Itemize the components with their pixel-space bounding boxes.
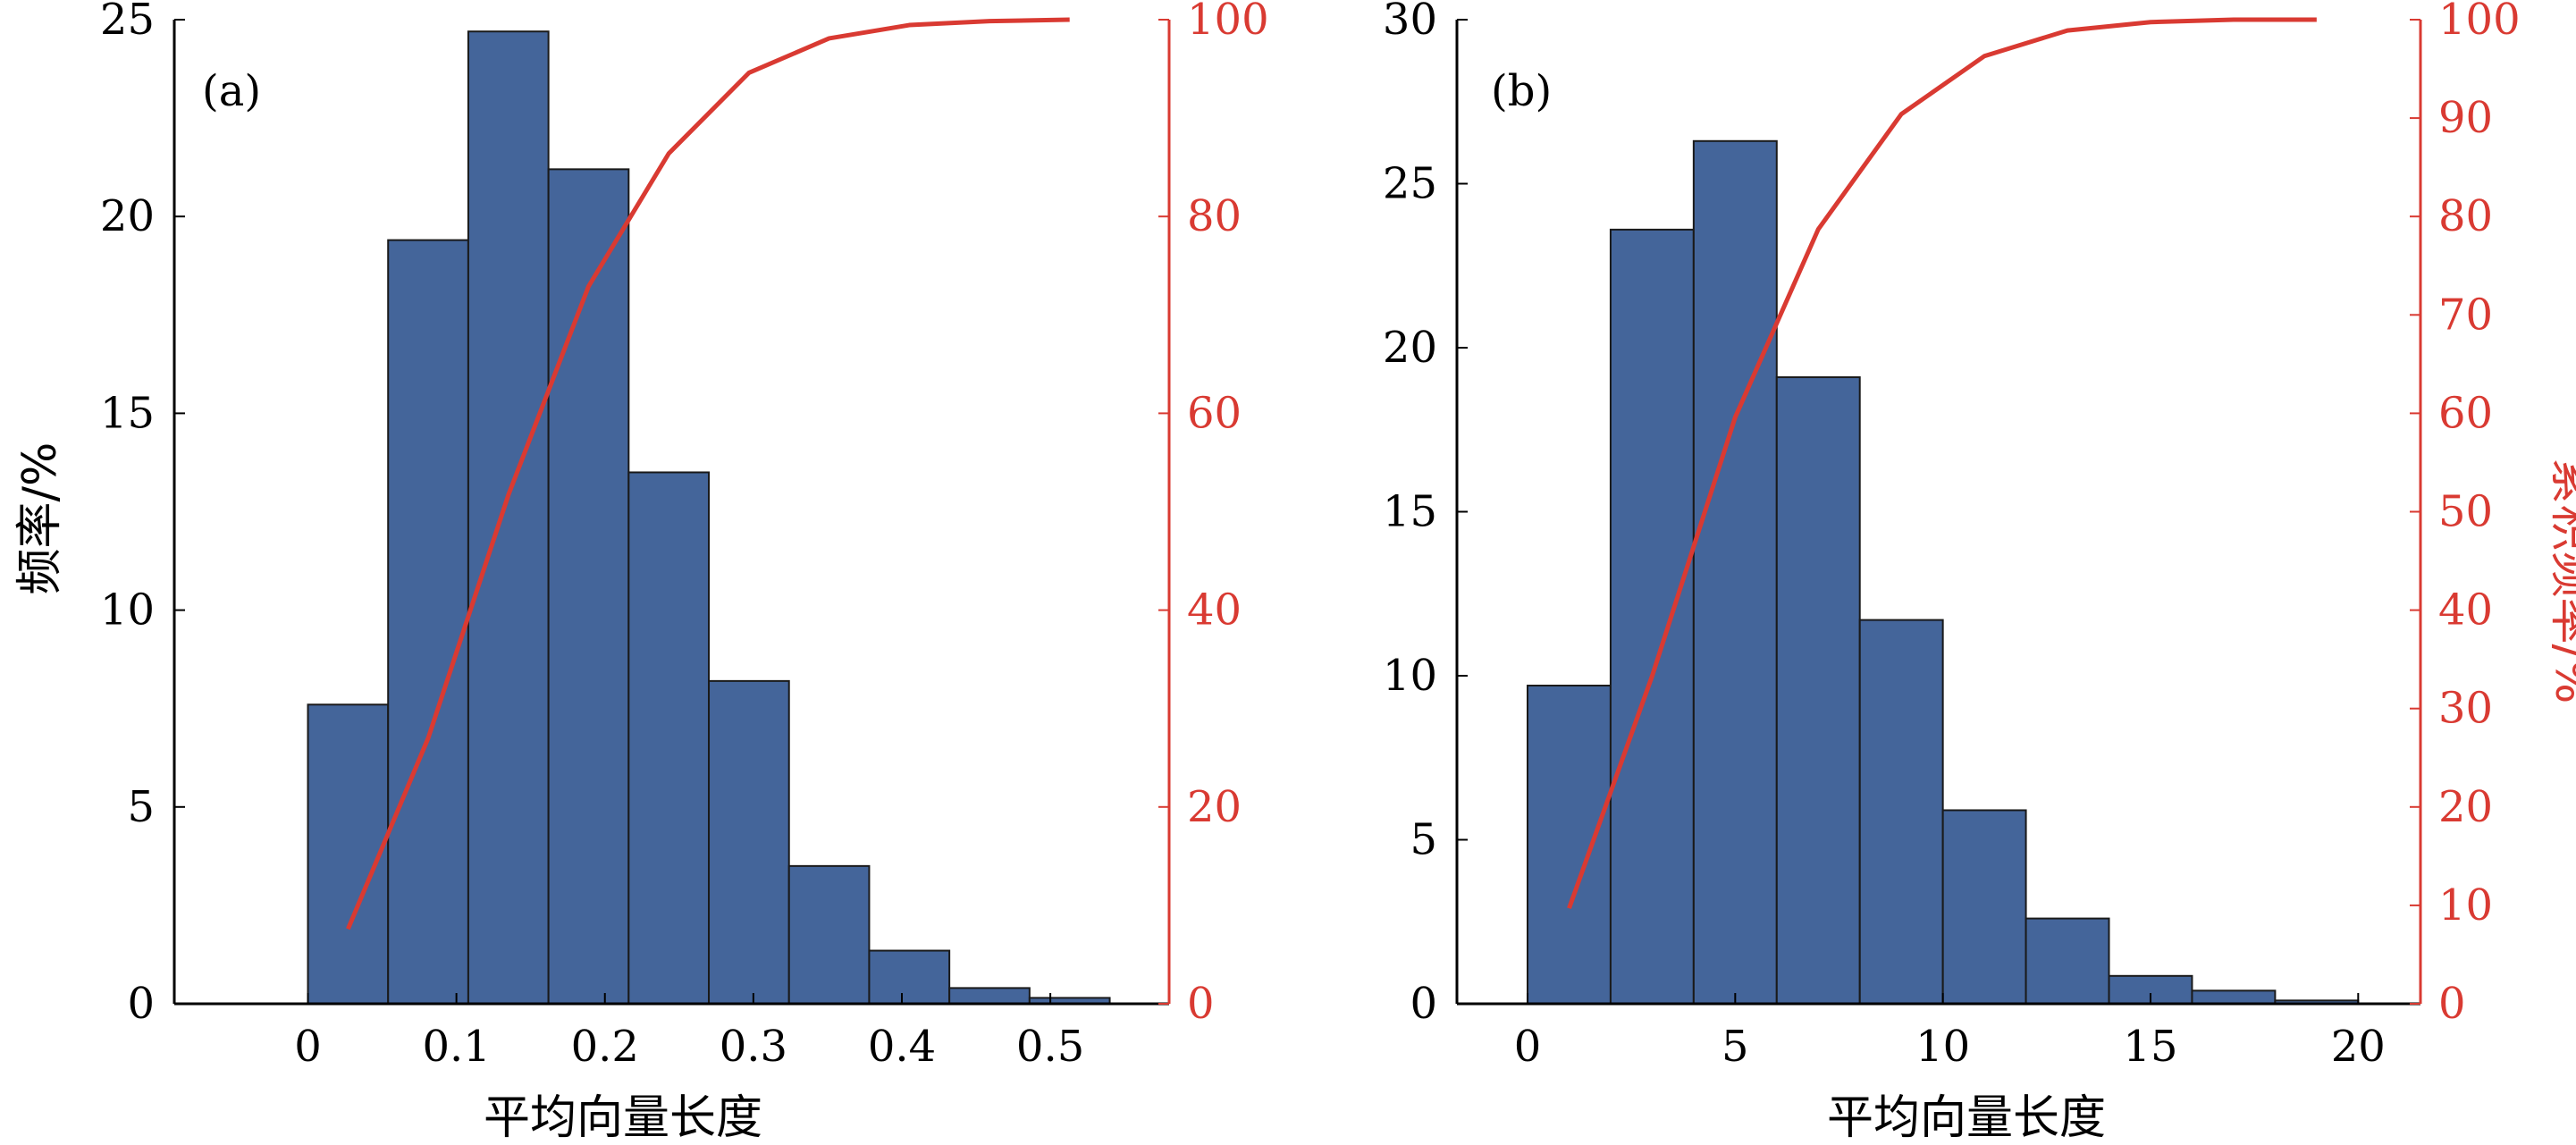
x-axis-label-a: 平均向量长度 — [484, 1091, 762, 1145]
y-right-tick-label: 20 — [2438, 782, 2493, 832]
y-tick-label: 0 — [127, 979, 155, 1029]
x-tick-label: 20 — [2331, 1022, 2386, 1072]
chart-panel-b: (b) 平均向量长度 累积频率/% 0 5 10 15 20 0 5 10 15 20 25 30 0 1… — [1383, 0, 2576, 1145]
histogram-bar — [948, 987, 1031, 1006]
y-tick-label: 20 — [1383, 323, 1437, 373]
y-right-tick-label: 30 — [2438, 684, 2493, 734]
y-tick-label: 5 — [1410, 815, 1437, 865]
histogram-bar — [547, 168, 630, 1006]
y-tick-label: 10 — [100, 585, 155, 636]
y-tick-label: 10 — [1383, 651, 1437, 701]
histogram-bar — [387, 239, 469, 1005]
histogram-bar — [1775, 376, 1861, 1005]
y-tick-label: 5 — [127, 782, 155, 832]
y-tick-label: 25 — [100, 0, 155, 45]
x-axis-label-b: 平均向量长度 — [1827, 1091, 2106, 1145]
y-tick-label: 30 — [1383, 0, 1437, 45]
y-tick-label: 0 — [1410, 979, 1437, 1029]
histogram-bar — [1692, 139, 1778, 1006]
histogram-bar — [787, 864, 871, 1005]
y-tick-label: 15 — [100, 388, 155, 438]
y-right-tick-label: 60 — [1187, 388, 1242, 438]
x-tick-label: 0.3 — [720, 1022, 787, 1072]
histogram-bar — [1858, 619, 1944, 1005]
y-right-tick-label: 80 — [1187, 191, 1242, 241]
x-tick-label: 0.1 — [422, 1022, 490, 1072]
histogram-bar — [2025, 917, 2110, 1005]
y-right-tick-label: 100 — [1187, 0, 1269, 45]
y-right-tick-label: 50 — [2438, 487, 2493, 537]
x-tick-label: 15 — [2123, 1022, 2177, 1072]
y-right-tick-label: 60 — [2438, 388, 2493, 438]
y-right-tick-label: 0 — [1187, 979, 1215, 1029]
histogram-bar — [1941, 809, 2027, 1005]
x-tick-label: 0 — [1514, 1022, 1542, 1072]
x-tick-label: 0.5 — [1016, 1022, 1084, 1072]
y-right-tick-label: 10 — [2438, 880, 2493, 930]
y-right-tick-label: 90 — [2438, 93, 2493, 143]
y-right-tick-label: 100 — [2438, 0, 2521, 45]
histogram-bar — [2191, 989, 2277, 1005]
y-right-tick-label: 70 — [2438, 290, 2493, 340]
histogram-bar — [1609, 228, 1695, 1005]
y-tick-label: 25 — [1383, 159, 1437, 209]
histogram-bar — [708, 679, 790, 1005]
y-right-tick-label: 0 — [2438, 979, 2466, 1029]
x-tick-label: 0.4 — [868, 1022, 936, 1072]
histogram-bar — [307, 703, 390, 1006]
histogram-bar — [467, 30, 550, 1005]
y-right-tick-label: 20 — [1187, 782, 1242, 832]
y-right-tick-label: 80 — [2438, 191, 2493, 241]
y-right-tick-label: 40 — [1187, 585, 1242, 636]
y-right-axis-label-b: 累积频率/% — [2545, 459, 2576, 704]
y-tick-label: 15 — [1383, 487, 1437, 537]
x-tick-label: 0 — [294, 1022, 322, 1072]
x-tick-label: 5 — [1722, 1022, 1749, 1072]
histogram-bar — [868, 949, 951, 1006]
y-tick-label: 20 — [100, 191, 155, 241]
histogram-bar — [1526, 685, 1612, 1005]
x-tick-label: 0.2 — [571, 1022, 639, 1072]
y-axis-label-a: 频率/% — [13, 442, 67, 595]
cumulative-frequency-line — [346, 17, 1070, 930]
x-tick-label: 10 — [1915, 1022, 1970, 1072]
panel-label-b: (b) — [1491, 66, 1552, 116]
cumulative-frequency-line — [1567, 17, 2317, 910]
histogram-bar — [627, 471, 711, 1005]
panel-label-a: (a) — [202, 66, 261, 116]
y-right-tick-label: 40 — [2438, 585, 2493, 636]
chart-panel-a: (a) 平均向量长度 频率/% 0 0.1 0.2 0.3 0.4 0.5 0 5 10 15 20… — [13, 0, 1269, 1145]
